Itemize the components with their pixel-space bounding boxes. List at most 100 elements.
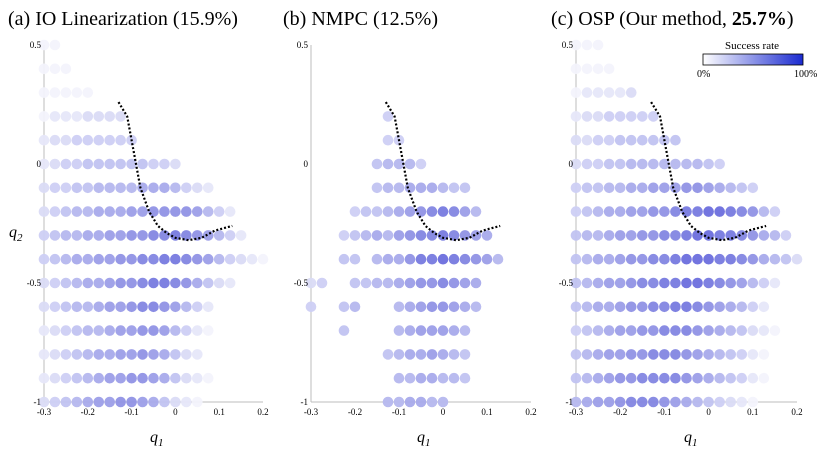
success-point: [393, 277, 405, 289]
success-point: [625, 372, 637, 384]
success-point: [415, 372, 427, 384]
colorbar: [702, 53, 804, 66]
success-point: [49, 253, 61, 265]
success-point: [670, 134, 681, 146]
success-point: [614, 277, 626, 289]
success-point: [60, 277, 72, 289]
success-point: [349, 277, 361, 289]
success-point: [71, 253, 83, 265]
success-point: [38, 301, 50, 313]
success-point: [448, 301, 460, 313]
success-point: [725, 182, 736, 194]
success-point: [703, 182, 714, 194]
success-point: [758, 301, 770, 313]
success-point: [581, 325, 593, 336]
success-point: [349, 230, 361, 241]
success-point: [192, 277, 203, 289]
success-point: [614, 134, 626, 146]
success-point: [415, 325, 427, 336]
success-point: [747, 253, 759, 265]
success-point: [71, 134, 83, 146]
success-point: [692, 182, 703, 194]
success-point: [382, 349, 394, 360]
success-point: [714, 182, 725, 194]
x-tick-label: 0: [173, 407, 178, 417]
success-point: [492, 253, 504, 265]
success-point: [758, 349, 770, 360]
success-point: [659, 277, 670, 289]
y-tick-label: -0.5: [294, 278, 309, 288]
success-point: [659, 301, 670, 313]
success-point: [82, 206, 94, 217]
success-point: [426, 277, 438, 289]
colorbar-legend: Success rate 0% 100%: [697, 40, 817, 80]
success-point: [714, 230, 725, 241]
success-point: [60, 253, 72, 265]
x-tick-label: 0.1: [747, 407, 758, 417]
success-point: [213, 206, 225, 217]
success-point: [170, 396, 181, 408]
success-point: [437, 182, 449, 194]
success-point: [670, 325, 681, 336]
success-point: [393, 396, 405, 408]
success-point: [470, 230, 482, 241]
success-point: [470, 206, 482, 217]
success-point: [115, 253, 126, 265]
success-point: [692, 396, 703, 408]
success-point: [137, 325, 148, 336]
success-point: [115, 301, 126, 313]
success-point: [181, 206, 192, 217]
success-point: [703, 372, 714, 384]
success-point: [637, 182, 648, 194]
success-point: [692, 253, 703, 265]
success-point: [592, 39, 604, 51]
success-point: [692, 301, 703, 313]
success-point: [670, 396, 681, 408]
success-point: [159, 396, 170, 408]
success-point: [648, 325, 659, 336]
success-point: [148, 158, 159, 170]
success-point: [316, 277, 328, 289]
success-point: [393, 349, 405, 360]
success-point: [758, 277, 770, 289]
success-point: [758, 230, 770, 241]
success-point: [60, 325, 72, 336]
success-point: [60, 182, 72, 194]
success-point: [437, 277, 449, 289]
success-point: [481, 230, 493, 241]
success-point: [393, 372, 405, 384]
success-point: [93, 206, 105, 217]
success-point: [625, 111, 637, 122]
success-point: [614, 301, 626, 313]
success-point: [415, 158, 427, 170]
success-point: [581, 230, 593, 241]
success-point: [603, 253, 615, 265]
success-point: [570, 372, 582, 384]
success-point: [159, 277, 170, 289]
x-tick-label: -0.3: [304, 407, 319, 417]
success-point: [581, 111, 593, 122]
success-point: [71, 396, 83, 408]
success-point: [38, 134, 50, 146]
success-point: [592, 396, 604, 408]
success-point: [659, 372, 670, 384]
y-tick-label: 0: [304, 159, 309, 169]
success-point: [126, 349, 137, 360]
boundary-curve: [650, 101, 767, 242]
panel-a-x-label: q1: [150, 429, 164, 449]
success-point: [393, 253, 405, 265]
success-point: [170, 230, 181, 241]
success-point: [148, 301, 159, 313]
panel-b-title: (b) NMPC (12.5%): [283, 8, 438, 30]
success-point: [769, 253, 781, 265]
success-point: [415, 396, 427, 408]
success-point: [371, 230, 383, 241]
success-point: [49, 63, 61, 75]
success-point: [592, 134, 604, 146]
success-point: [570, 134, 582, 146]
success-point: [692, 372, 703, 384]
success-point: [736, 372, 748, 384]
x-tick-label: -0.3: [37, 407, 52, 417]
success-point: [614, 206, 626, 217]
success-point: [625, 182, 637, 194]
